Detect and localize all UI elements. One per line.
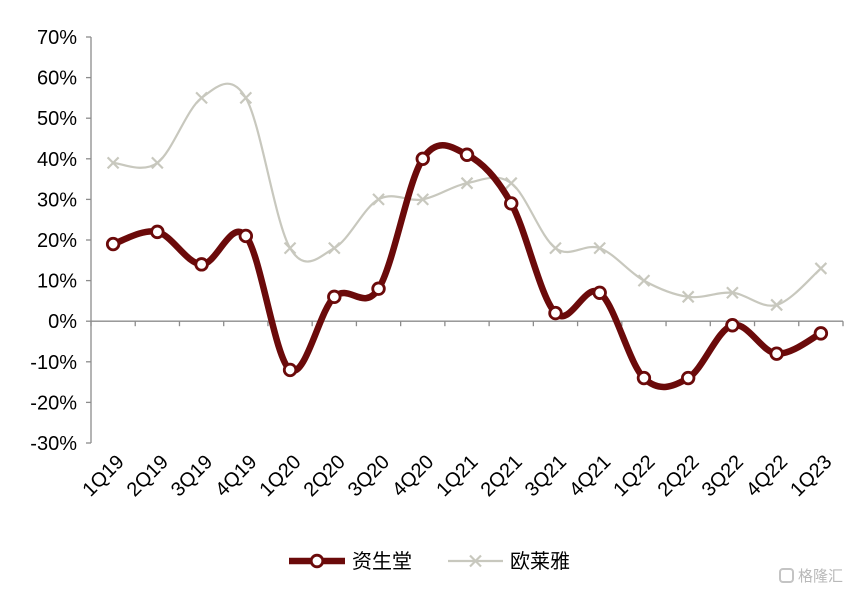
data-point-circle: [680, 370, 696, 386]
y-tick-label: 0%: [48, 311, 77, 333]
data-point-circle: [194, 257, 209, 272]
series-loreal: [106, 82, 828, 312]
data-point-x: [106, 156, 120, 170]
series-shiseido: [105, 142, 829, 391]
data-point-x: [283, 241, 297, 255]
data-point-circle: [504, 196, 519, 211]
data-point-circle: [459, 147, 475, 162]
y-axis: -30% -20% -10% 0% 10% 20% 30% 40% 50% 60% 70%: [30, 27, 92, 455]
watermark: 格隆汇: [778, 565, 843, 586]
y-tick-label: 50%: [37, 108, 77, 130]
legend-label: 欧莱雅: [510, 549, 570, 573]
y-tick-label: 70%: [37, 27, 77, 49]
y-tick-label: 20%: [37, 230, 77, 252]
glh-logo-icon: [778, 568, 794, 583]
y-tick-label: -30%: [30, 433, 77, 455]
y-tick-label: 60%: [37, 68, 77, 90]
data-point-circle: [636, 370, 652, 386]
y-tick-label: 40%: [37, 149, 77, 171]
x-tick-label: 3Q21: [521, 451, 571, 501]
data-point-circle: [150, 224, 165, 240]
x-tick-label: 2Q22: [654, 451, 704, 501]
data-point-x: [770, 298, 783, 312]
y-tick-label: 30%: [37, 189, 77, 211]
x-tick-label: 1Q22: [609, 451, 659, 501]
legend-marker-circle: [309, 553, 325, 569]
x-tick-label: 2Q19: [123, 451, 173, 501]
data-point-circle: [725, 318, 740, 333]
x-tick-label: 1Q20: [255, 451, 305, 501]
x-tick-label: 2Q21: [477, 451, 527, 501]
data-point-x: [151, 156, 164, 170]
x-tick-label: 4Q19: [211, 451, 261, 501]
x-tick-label: 1Q23: [786, 451, 836, 501]
legend: 资生堂 欧莱雅: [289, 549, 570, 573]
data-point-x: [460, 176, 474, 190]
legend-marker-x: [469, 554, 482, 568]
data-point-x: [372, 193, 385, 206]
data-point-circle: [415, 151, 430, 167]
y-tick-label: -20%: [30, 392, 77, 414]
series-line: [112, 82, 822, 307]
data-point-x: [416, 193, 430, 206]
data-point-x: [504, 176, 518, 190]
y-tick-label: -10%: [30, 352, 77, 374]
data-point-circle: [327, 289, 342, 305]
data-point-x: [681, 290, 695, 304]
x-tick-label: 4Q22: [742, 451, 792, 501]
data-point-circle: [371, 281, 386, 296]
x-tick-label: 4Q20: [388, 451, 438, 501]
x-axis: 1Q192Q193Q194Q191Q202Q203Q204Q201Q212Q21…: [78, 320, 844, 501]
series-line: [109, 142, 825, 391]
legend-label: 资生堂: [352, 549, 412, 573]
legend-item-loreal: 欧莱雅: [448, 549, 570, 573]
data-point-circle: [282, 362, 298, 378]
data-point-circle: [548, 305, 563, 321]
x-tick-label: 3Q20: [344, 451, 394, 501]
data-point-x: [726, 286, 739, 300]
x-tick-label: 3Q22: [698, 451, 748, 501]
data-point-circle: [769, 346, 784, 361]
series-layer: [105, 82, 829, 391]
data-point-x: [195, 91, 208, 105]
x-tick-label: 2Q20: [300, 451, 350, 501]
data-point-circle: [592, 285, 607, 300]
x-tick-label: 3Q19: [167, 451, 217, 501]
legend-item-shiseido: 资生堂: [289, 549, 412, 573]
y-tick-label: 10%: [37, 271, 77, 293]
data-point-x: [239, 91, 253, 105]
data-point-x: [328, 241, 341, 255]
x-tick-label: 4Q21: [565, 451, 615, 501]
data-point-circle: [813, 326, 829, 341]
x-tick-label: 1Q21: [432, 451, 482, 501]
data-point-x: [549, 241, 562, 255]
x-tick-label: 1Q19: [78, 451, 128, 501]
data-point-x: [814, 262, 828, 275]
data-point-circle: [238, 228, 254, 244]
data-point-x: [593, 241, 606, 255]
data-point-circle: [105, 236, 121, 252]
watermark-text: 格隆汇: [797, 567, 843, 585]
data-point-x: [637, 274, 651, 287]
